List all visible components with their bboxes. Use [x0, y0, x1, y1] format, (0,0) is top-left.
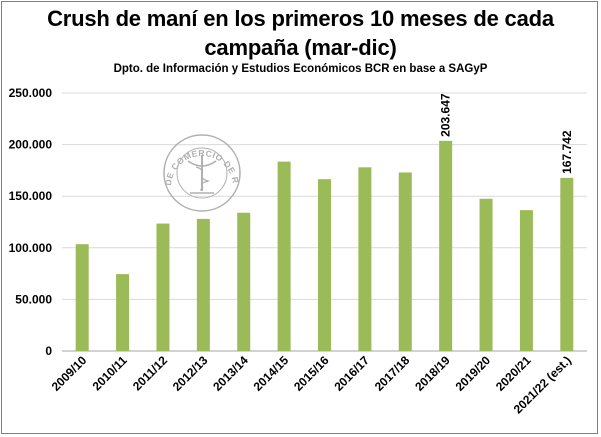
chart-subtitle: Dpto. de Información y Estudios Económic…	[113, 63, 488, 75]
x-tick-label: 2009/10	[49, 353, 90, 394]
bar	[75, 244, 89, 351]
x-tick-label: 2016/17	[331, 353, 372, 394]
bar	[358, 167, 372, 351]
y-tick-label: 200.000	[9, 138, 53, 152]
bar	[479, 198, 493, 351]
x-tick-label: 2018/19	[412, 353, 453, 394]
x-tick-label: 2010/11	[90, 353, 130, 393]
bar	[196, 218, 210, 351]
y-tick-label: 50.000	[15, 292, 52, 306]
bar	[277, 161, 291, 351]
bolsa-de-comercio-seal-icon: BOLSA DE COMERCIO DE ROSARIO	[0, 0, 241, 212]
x-tick-label: 2015/16	[291, 353, 332, 394]
bar	[237, 212, 251, 351]
y-axis-ticks: 0 50.000 100.000 150.000 200.000 250.000	[9, 86, 53, 358]
data-label: 203.647	[439, 93, 453, 137]
x-tick-label: 2012/13	[170, 353, 211, 394]
bar	[318, 179, 331, 351]
y-tick-label: 0	[45, 344, 52, 358]
seal-outer-ring	[163, 134, 241, 212]
x-tick-label: 2013/14	[210, 353, 251, 394]
bar	[560, 177, 574, 351]
x-axis-ticks: 2009/10 2010/11 2011/12 2012/13 2013/14 2014/…	[49, 353, 574, 416]
seal-inner-ring	[176, 147, 228, 199]
chart-title-line-1: Crush de maní en los primeros 10 meses d…	[47, 6, 554, 31]
bar	[156, 223, 170, 351]
data-labels: 203.647 167.742	[439, 93, 574, 174]
bar	[439, 140, 453, 351]
x-tick-label: 2014/15	[251, 353, 292, 394]
data-label: 167.742	[560, 130, 574, 174]
y-tick-label: 250.000	[9, 86, 53, 100]
bar	[519, 210, 533, 351]
y-tick-label: 100.000	[9, 241, 53, 255]
bar	[398, 172, 412, 351]
x-tick-label: 2017/18	[372, 353, 413, 394]
x-tick-label: 2011/12	[130, 353, 170, 393]
y-tick-label: 150.000	[9, 189, 53, 203]
seal-serpent	[195, 166, 211, 191]
bars	[75, 140, 574, 351]
x-tick-label: 2019/20	[453, 353, 494, 394]
x-tick-label: 2020/21	[493, 353, 534, 394]
chart-title-line-2: campaña (mar-dic)	[204, 35, 397, 60]
bar	[116, 274, 130, 351]
seal-wings	[187, 160, 217, 167]
